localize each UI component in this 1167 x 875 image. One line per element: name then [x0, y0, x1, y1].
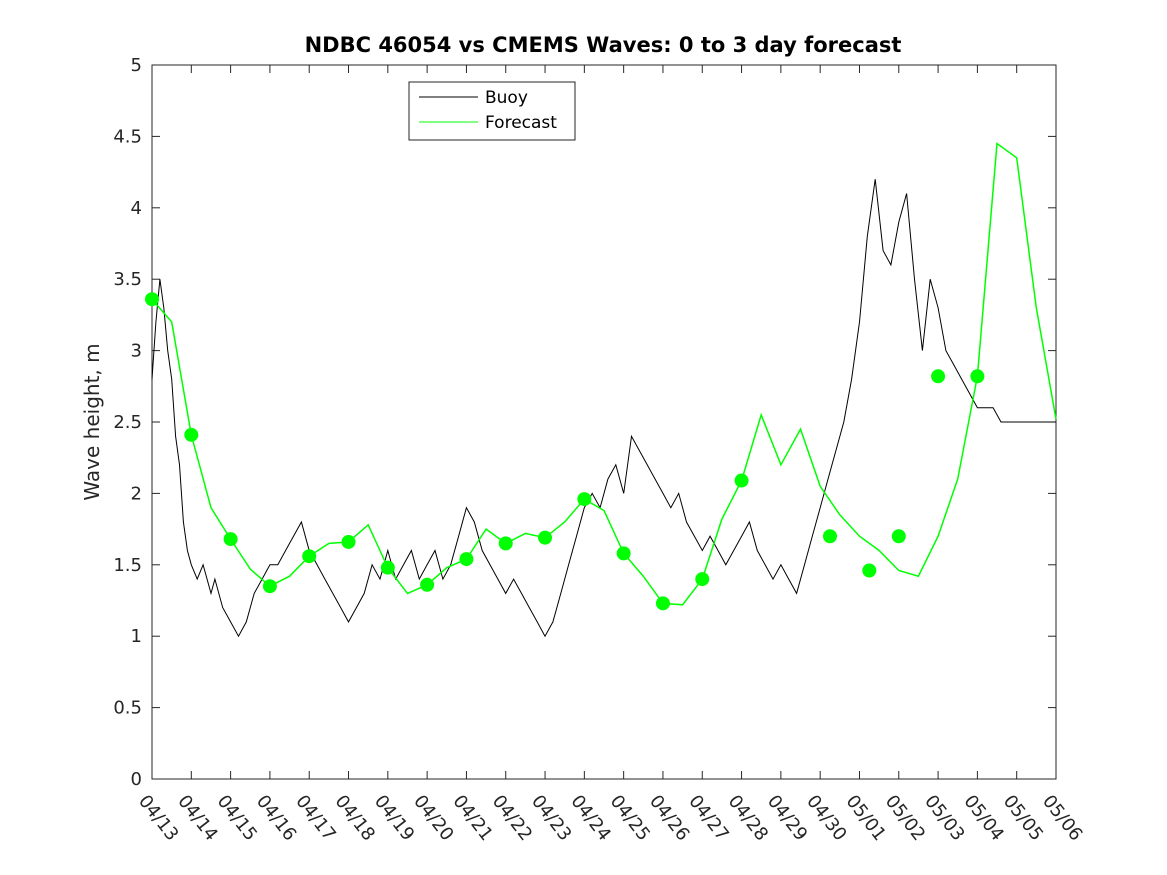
- forecast-marker: [616, 546, 631, 561]
- y-axis-ticks: 0 0.5 1 1.5 2 2.5 3 3.5 4 4.5 5: [113, 55, 1056, 790]
- forecast-marker: [145, 292, 159, 307]
- x-tick-label: 04/30: [802, 791, 850, 845]
- legend-box: [408, 81, 576, 141]
- forecast-marker: [341, 534, 356, 549]
- series-buoy-line: [151, 179, 1056, 638]
- y-tick-label: 2.5: [113, 412, 142, 433]
- x-tick-label: 04/25: [606, 791, 654, 845]
- forecast-marker: [538, 530, 553, 545]
- x-tick-label: 04/17: [291, 791, 339, 845]
- x-tick-label: 04/21: [448, 791, 496, 845]
- x-tick-label: 04/15: [213, 791, 261, 845]
- y-tick-label: 3: [131, 341, 142, 362]
- plot-frame: [151, 64, 1057, 780]
- y-tick-label: 3.5: [113, 269, 142, 290]
- x-tick-label: 04/19: [370, 791, 418, 845]
- x-tick-label: 05/02: [881, 791, 929, 845]
- y-axis-label: Wave height, m: [80, 343, 104, 500]
- y-tick-label: 0.5: [113, 698, 142, 719]
- forecast-marker: [420, 577, 435, 592]
- x-tick-label: 05/05: [999, 791, 1047, 845]
- x-tick-label: 05/06: [1038, 791, 1086, 845]
- forecast-marker: [459, 552, 474, 567]
- x-tick-label: 04/13: [134, 791, 182, 845]
- forecast-marker: [380, 560, 395, 575]
- x-tick-label: 04/29: [763, 791, 811, 845]
- forecast-marker: [655, 596, 670, 611]
- legend-buoy-label: Buoy: [485, 88, 528, 108]
- forecast-marker: [891, 529, 906, 544]
- y-tick-label: 0: [131, 769, 142, 790]
- y-tick-label: 4: [131, 198, 142, 219]
- x-tick-label: 04/18: [331, 791, 379, 845]
- forecast-marker: [970, 369, 985, 384]
- chart-title: NDBC 46054 vs CMEMS Waves: 0 to 3 day fo…: [305, 33, 902, 57]
- series-layer: [151, 142, 1057, 638]
- forecast-marker: [931, 369, 946, 384]
- y-tick-label: 1: [131, 626, 142, 647]
- legend: Buoy Forecast: [408, 81, 576, 141]
- y-tick-label: 5: [131, 55, 142, 76]
- x-tick-label: 04/27: [684, 791, 732, 845]
- x-tick-label: 05/04: [959, 791, 1007, 845]
- x-tick-label: 05/01: [842, 791, 890, 845]
- x-tick-label: 04/28: [724, 791, 772, 845]
- x-tick-label: 04/14: [173, 791, 221, 845]
- plot-area: [151, 64, 1057, 780]
- forecast-marker: [302, 549, 317, 564]
- x-tick-label: 04/20: [409, 791, 457, 845]
- y-tick-label: 1.5: [113, 555, 142, 576]
- forecast-marker: [862, 563, 877, 578]
- forecast-marker: [184, 427, 199, 442]
- forecast-marker: [823, 529, 837, 544]
- forecast-marker: [498, 536, 513, 551]
- y-tick-label: 2: [131, 483, 142, 504]
- forecast-marker: [734, 473, 749, 488]
- forecast-marker: [695, 572, 710, 587]
- x-tick-label: 04/22: [488, 791, 536, 845]
- y-tick-label: 4.5: [113, 126, 142, 147]
- forecast-marker: [577, 492, 592, 507]
- x-tick-label: 04/16: [252, 791, 300, 845]
- legend-forecast-label: Forecast: [485, 113, 557, 133]
- marker-layer: [145, 292, 985, 611]
- x-tick-label: 04/23: [527, 791, 575, 845]
- x-tick-label: 05/03: [920, 791, 968, 845]
- x-tick-label: 04/24: [566, 791, 614, 845]
- forecast-marker: [223, 532, 238, 547]
- forecast-marker: [262, 579, 277, 594]
- x-tick-label: 04/26: [645, 791, 693, 845]
- series-forecast-line: [151, 142, 1057, 606]
